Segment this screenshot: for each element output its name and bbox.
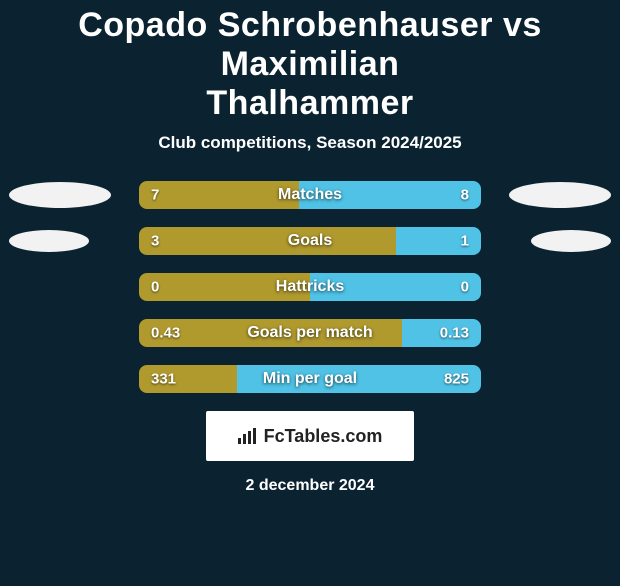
stat-bar: 0.43 0.13 Goals per match: [139, 319, 481, 347]
stat-label: Goals per match: [247, 324, 372, 342]
stat-bar-left-fill: [139, 227, 396, 255]
date-text: 2 december 2024: [0, 477, 620, 495]
stat-value-right: 0.13: [440, 325, 469, 342]
comparison-rows: 7 8 Matches 3 1 Goals 0 0 Hattricks 0.43 0.13 Goals…: [5, 181, 615, 393]
stat-value-right: 0: [461, 279, 469, 296]
source-badge-text: FcTables.com: [264, 426, 383, 447]
stat-value-left: 0.43: [151, 325, 180, 342]
stat-value-left: 331: [151, 371, 176, 388]
comparison-row: 0.43 0.13 Goals per match: [5, 319, 615, 347]
comparison-row: 331 825 Min per goal: [5, 365, 615, 393]
stat-value-right: 825: [444, 371, 469, 388]
player-right-avatar: [531, 230, 611, 252]
player-left-avatar: [9, 230, 89, 252]
comparison-row: 7 8 Matches: [5, 181, 615, 209]
stat-bar-left-fill: [139, 181, 299, 209]
player-left-avatar: [9, 182, 111, 208]
stat-label: Matches: [278, 186, 342, 204]
stat-bar: 331 825 Min per goal: [139, 365, 481, 393]
player-right-avatar: [509, 182, 611, 208]
chart-icon: [238, 428, 258, 444]
stat-label: Min per goal: [263, 370, 357, 388]
comparison-row: 0 0 Hattricks: [5, 273, 615, 301]
comparison-row: 3 1 Goals: [5, 227, 615, 255]
stat-value-right: 8: [461, 187, 469, 204]
stat-value-left: 0: [151, 279, 159, 296]
stat-value-left: 3: [151, 233, 159, 250]
stat-bar: 0 0 Hattricks: [139, 273, 481, 301]
title-line-1: Copado Schrobenhauser vs Maximilian: [78, 6, 542, 83]
stat-value-right: 1: [461, 233, 469, 250]
subtitle: Club competitions, Season 2024/2025: [0, 133, 620, 153]
stat-value-left: 7: [151, 187, 159, 204]
source-badge: FcTables.com: [206, 411, 414, 461]
page-title: Copado Schrobenhauser vs Maximilian Thal…: [20, 6, 600, 123]
stat-label: Goals: [288, 232, 332, 250]
stat-bar: 7 8 Matches: [139, 181, 481, 209]
stat-label: Hattricks: [276, 278, 344, 296]
title-line-2: Thalhammer: [206, 84, 413, 122]
stat-bar: 3 1 Goals: [139, 227, 481, 255]
